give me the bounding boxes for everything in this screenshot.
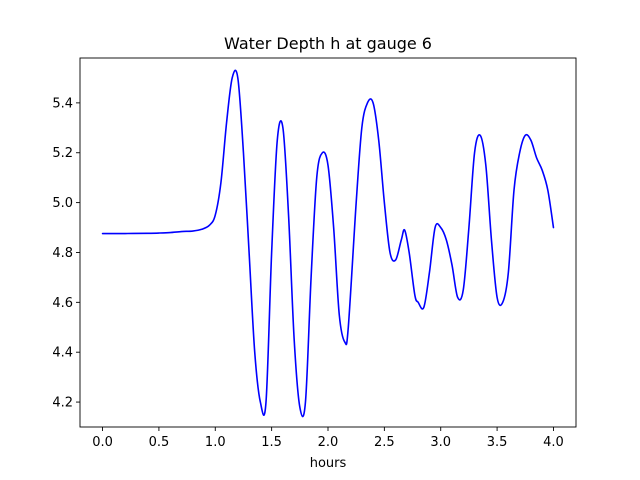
- y-axis: 4.2 4.4 4.6 4.8 5.0 5.2 5.4: [52, 96, 80, 411]
- y-tick-label: 4.8: [52, 246, 73, 261]
- x-tick-label: 2.0: [318, 435, 339, 450]
- x-tick-label: 0.5: [149, 435, 170, 450]
- y-tick-label: 4.6: [52, 296, 73, 311]
- x-tick-label: 2.5: [374, 435, 395, 450]
- x-axis: 0.0 0.5 1.0 1.5 2.0 2.5 3.0 3.5 4.0: [92, 427, 564, 450]
- x-tick-label: 3.5: [487, 435, 508, 450]
- x-tick-label: 1.5: [261, 435, 282, 450]
- y-tick-label: 5.0: [52, 196, 73, 211]
- x-tick-label: 0.0: [92, 435, 113, 450]
- y-tick-label: 4.2: [52, 396, 73, 411]
- chart-title: Water Depth h at gauge 6: [224, 34, 432, 53]
- x-axis-label: hours: [310, 456, 347, 471]
- series-line-0: [101, 69, 555, 418]
- y-tick-label: 5.4: [52, 96, 73, 111]
- x-tick-label: 4.0: [543, 435, 564, 450]
- y-tick-label: 5.2: [52, 146, 73, 161]
- x-tick-label: 3.0: [430, 435, 451, 450]
- y-tick-label: 4.4: [52, 346, 73, 361]
- x-tick-label: 1.0: [205, 435, 226, 450]
